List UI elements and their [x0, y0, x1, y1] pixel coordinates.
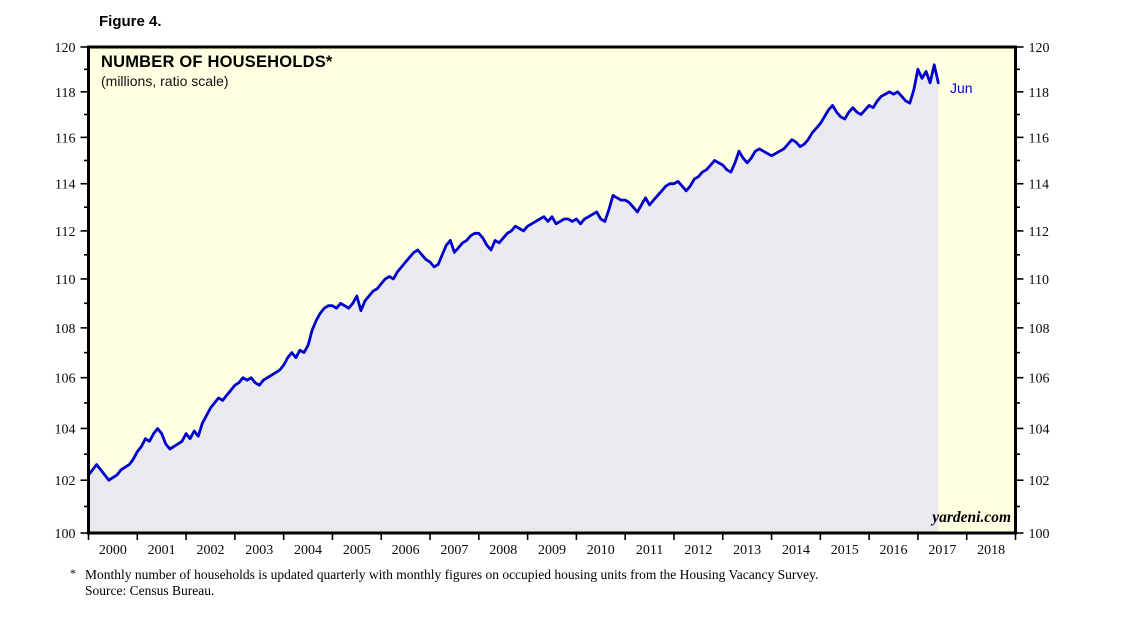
- y-tick-label-left: 116: [55, 131, 75, 146]
- y-tick-label-left: 104: [55, 422, 76, 437]
- x-tick-label: 2018: [977, 543, 1005, 558]
- x-tick-label: 2002: [196, 543, 224, 558]
- chart-title: NUMBER OF HOUSEHOLDS*: [101, 53, 333, 71]
- households-line-chart: 100 100 102 102 104 104 106 106 108 108 110 110 112 1…: [55, 41, 1050, 558]
- x-tick-label: 2014: [782, 543, 810, 558]
- y-tick-label-left: 100: [55, 527, 76, 542]
- x-tick-label: 2003: [245, 543, 273, 558]
- series-end-label: Jun: [950, 80, 973, 96]
- y-tick-label-right: 120: [1029, 41, 1050, 56]
- y-tick-label-left: 118: [55, 86, 75, 101]
- x-tick-label: 2004: [294, 543, 322, 558]
- footnote-line1: Monthly number of households is updated …: [85, 567, 819, 582]
- y-tick-label-right: 112: [1029, 225, 1049, 240]
- y-tick-label-right: 108: [1029, 322, 1050, 337]
- y-tick-label-right: 118: [1029, 86, 1049, 101]
- x-tick-label: 2015: [831, 543, 859, 558]
- footnote: * Monthly number of households is update…: [70, 566, 819, 598]
- y-tick-label-left: 106: [55, 372, 76, 387]
- x-tick-label: 2009: [538, 543, 566, 558]
- y-tick-label-right: 110: [1029, 273, 1049, 288]
- households-series-line: [87, 63, 940, 482]
- plot-frame: [87, 45, 1017, 535]
- footnote-line2: Source: Census Bureau.: [85, 582, 215, 598]
- x-tick-label: 2006: [392, 543, 420, 558]
- x-tick-label: 2005: [343, 543, 371, 558]
- figure-label: Figure 4.: [99, 13, 162, 30]
- y-tick-label-left: 114: [55, 178, 75, 193]
- x-tick-label: 2017: [928, 543, 956, 558]
- y-tick-label-left: 120: [55, 41, 76, 56]
- y-tick-label-left: 112: [55, 225, 75, 240]
- y-tick-label-right: 114: [1029, 178, 1049, 193]
- y-tick-label-right: 104: [1029, 422, 1050, 437]
- y-tick-label-right: 106: [1029, 372, 1050, 387]
- y-tick-label-right: 102: [1029, 474, 1050, 489]
- x-tick-label: 2000: [99, 543, 127, 558]
- x-tick-label: 2011: [636, 543, 663, 558]
- x-tick-label: 2001: [148, 543, 176, 558]
- x-tick-label: 2012: [684, 543, 712, 558]
- y-tick-label-left: 108: [55, 322, 76, 337]
- y-tick-label-left: 102: [55, 474, 76, 489]
- footnote-marker: *: [70, 566, 76, 580]
- x-tick-label: 2013: [733, 543, 761, 558]
- y-tick-label-left: 110: [55, 273, 75, 288]
- x-tick-label: 2010: [587, 543, 615, 558]
- y-tick-label-right: 100: [1029, 527, 1050, 542]
- area-under-line: [88, 64, 939, 534]
- x-tick-label: 2016: [880, 543, 908, 558]
- x-tick-label: 2007: [440, 543, 468, 558]
- x-tick-label: 2008: [489, 543, 517, 558]
- y-tick-label-right: 116: [1029, 131, 1049, 146]
- watermark: yardeni.com: [932, 509, 1011, 526]
- chart-subtitle: (millions, ratio scale): [101, 73, 229, 89]
